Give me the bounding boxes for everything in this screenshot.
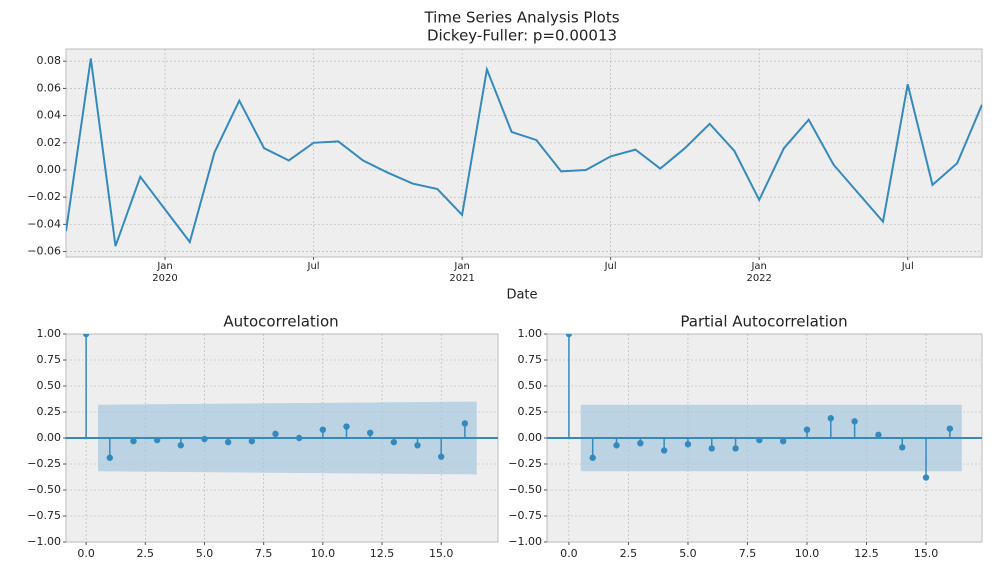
stem-marker bbox=[875, 431, 882, 439]
y-tick-label: 0.06 bbox=[37, 81, 62, 94]
y-tick-label: −0.02 bbox=[27, 190, 61, 203]
x-tick-label: 10.0 bbox=[795, 547, 820, 560]
y-tick-label: 0.25 bbox=[37, 405, 62, 418]
stem-marker bbox=[851, 418, 858, 425]
stem-marker bbox=[201, 435, 208, 443]
y-tick-label: −1.00 bbox=[27, 535, 61, 548]
x-tick-label: Jan bbox=[156, 261, 172, 272]
x-tick-label: 7.5 bbox=[739, 547, 757, 560]
y-tick-label: 0.75 bbox=[518, 353, 543, 366]
stem-marker bbox=[803, 426, 811, 433]
stem-marker bbox=[177, 442, 185, 449]
y-tick-label: 0.04 bbox=[37, 109, 62, 122]
x-tick-label: Jan bbox=[453, 261, 469, 272]
subplot: 0.080.060.040.020.00−0.02−0.04−0.06Jan20… bbox=[27, 48, 983, 284]
x-axis-label: Date bbox=[506, 288, 537, 303]
stem-marker bbox=[248, 437, 256, 445]
stem-marker bbox=[708, 445, 715, 452]
y-tick-label: −0.50 bbox=[508, 483, 542, 496]
y-tick-label: −0.75 bbox=[27, 509, 61, 522]
stem-marker bbox=[414, 442, 421, 449]
stem-marker bbox=[153, 436, 161, 444]
y-tick-label: 0.00 bbox=[518, 431, 543, 444]
stem-marker bbox=[461, 420, 469, 427]
stem-marker bbox=[366, 429, 374, 436]
y-tick-label: 0.50 bbox=[518, 379, 543, 392]
plot-area bbox=[66, 58, 982, 247]
x-tick-label: Jul bbox=[307, 261, 320, 272]
x-tick-label: 5.0 bbox=[196, 547, 214, 560]
stem-marker bbox=[899, 444, 906, 451]
y-tick-label: 0.00 bbox=[37, 431, 62, 444]
x-tick-label: 12.5 bbox=[370, 547, 395, 560]
x-tick-label: 7.5 bbox=[255, 547, 273, 560]
x-tick-label: 2.5 bbox=[137, 547, 155, 560]
figure-title: Time Series Analysis Plots bbox=[423, 9, 619, 27]
x-tick-label: 15.0 bbox=[429, 547, 454, 560]
stem-marker bbox=[827, 415, 835, 422]
x-tick-label: 0.0 bbox=[560, 547, 578, 560]
x-tick-label: 12.5 bbox=[854, 547, 879, 560]
stem-marker bbox=[437, 453, 445, 460]
stem-marker bbox=[684, 441, 692, 448]
y-tick-label: −0.25 bbox=[508, 457, 542, 470]
y-tick-label: 0.00 bbox=[37, 163, 62, 176]
subplot: 1.00 0.75 0.50 0.25 0.00 −0.25 −0.50 −0.75 −1.00… bbox=[508, 327, 983, 560]
x-tick-label: 0.0 bbox=[77, 547, 95, 560]
x-tick-label: 2.5 bbox=[620, 547, 638, 560]
x-tick-label: 10.0 bbox=[311, 547, 336, 560]
stem-marker bbox=[660, 447, 668, 454]
stem-marker bbox=[732, 445, 739, 452]
x-tick-sublabel: 2022 bbox=[746, 273, 771, 284]
stem-marker bbox=[106, 454, 113, 461]
x-tick-sublabel: 2020 bbox=[152, 273, 177, 284]
y-tick-label: −0.50 bbox=[27, 483, 61, 496]
subplot: 1.00 0.75 0.50 0.25 0.00 −0.25 −0.50 −0.75 −1.00… bbox=[27, 327, 499, 560]
y-tick-label: 1.00 bbox=[518, 327, 543, 340]
stem-marker bbox=[756, 436, 763, 444]
stem-marker bbox=[295, 434, 303, 442]
y-tick-label: −0.25 bbox=[27, 457, 61, 470]
stem-marker bbox=[922, 474, 930, 481]
plot-background bbox=[65, 48, 983, 258]
y-tick-label: −0.04 bbox=[27, 217, 61, 230]
stem-marker bbox=[779, 437, 787, 445]
y-tick-label: 0.02 bbox=[37, 136, 62, 149]
stem-marker bbox=[224, 438, 232, 446]
x-tick-label: Jul bbox=[604, 261, 617, 272]
stem-marker bbox=[565, 334, 573, 338]
stem-marker bbox=[613, 442, 620, 449]
stem-marker bbox=[130, 437, 137, 445]
x-tick-label: 5.0 bbox=[679, 547, 697, 560]
plot-area bbox=[66, 334, 498, 475]
y-tick-label: 0.25 bbox=[518, 405, 543, 418]
x-tick-label: Jul bbox=[901, 261, 914, 272]
stem-marker bbox=[390, 438, 398, 446]
stem-marker bbox=[272, 430, 279, 438]
y-tick-label: 0.75 bbox=[37, 353, 62, 366]
y-tick-label: 0.08 bbox=[37, 54, 62, 67]
y-tick-label: −1.00 bbox=[508, 535, 542, 548]
stem-marker bbox=[637, 440, 644, 447]
plot-area bbox=[547, 334, 982, 481]
stem-marker bbox=[343, 423, 350, 430]
y-tick-label: 1.00 bbox=[37, 327, 62, 340]
stem-marker bbox=[946, 425, 954, 432]
stem-marker bbox=[319, 426, 327, 433]
stem-marker bbox=[82, 334, 90, 338]
chart-title: Partial Autocorrelation bbox=[680, 313, 847, 331]
x-tick-label: Jan bbox=[750, 261, 766, 272]
x-tick-sublabel: 2021 bbox=[449, 273, 474, 284]
y-tick-label: −0.06 bbox=[27, 245, 61, 258]
figure-subtitle: Dickey-Fuller: p=0.00013 bbox=[427, 27, 617, 45]
x-tick-label: 15.0 bbox=[914, 547, 939, 560]
stem-marker bbox=[589, 454, 596, 461]
y-tick-label: −0.75 bbox=[508, 509, 542, 522]
chart-title: Autocorrelation bbox=[223, 313, 338, 331]
y-tick-label: 0.50 bbox=[37, 379, 62, 392]
data-line bbox=[66, 58, 982, 247]
